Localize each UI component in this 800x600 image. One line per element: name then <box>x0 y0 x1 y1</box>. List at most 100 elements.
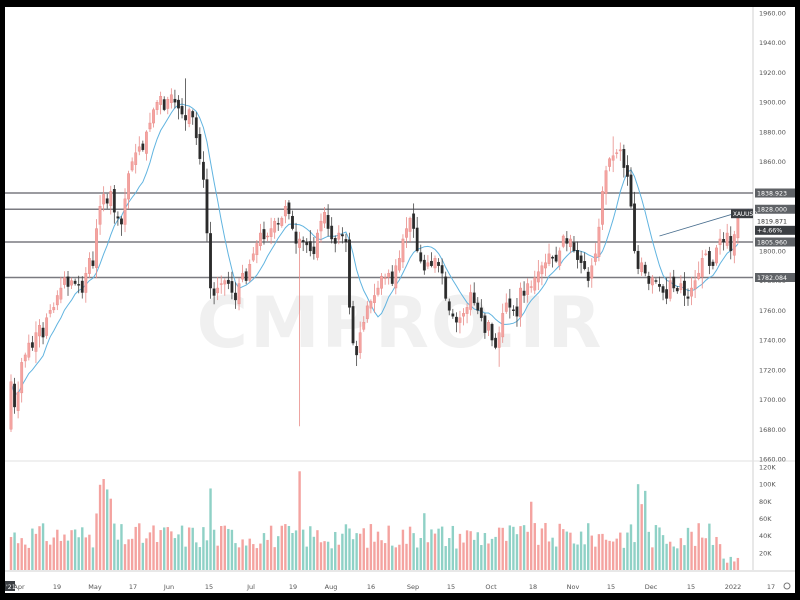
volume-bar <box>405 543 408 570</box>
candle <box>269 228 273 237</box>
volume-bar <box>134 526 137 570</box>
candle <box>451 313 455 317</box>
candle <box>469 292 473 310</box>
volume-tick-label: 60K <box>759 515 772 523</box>
volume-bar <box>116 539 120 570</box>
candle <box>569 238 572 248</box>
volume-bar <box>473 539 476 570</box>
volume-bar <box>533 523 536 570</box>
level-label-box <box>755 204 795 214</box>
volume-bar <box>708 523 711 570</box>
price-tick-label: 1680.00 <box>759 426 786 434</box>
volume-bar <box>237 547 241 570</box>
candle <box>601 191 604 225</box>
candle <box>177 99 180 109</box>
volume-tick-label: 40K <box>759 532 772 540</box>
candle <box>159 96 163 105</box>
candle <box>130 161 134 171</box>
volume-tick-label: 80K <box>759 498 772 506</box>
candle <box>551 256 554 259</box>
settings-icon[interactable] <box>783 582 791 590</box>
volume-bar <box>419 538 422 570</box>
candle <box>390 271 394 284</box>
symbol-label: XAUUSD <box>733 212 758 218</box>
volume-bar <box>348 528 351 570</box>
volume-tick-label: 20K <box>759 549 772 557</box>
volume-bar <box>13 532 16 570</box>
volume-bar <box>398 544 401 570</box>
level-label-box <box>755 273 795 283</box>
volume-bar <box>141 542 145 570</box>
candle <box>77 284 81 286</box>
volume-bar <box>326 541 330 570</box>
candle <box>650 277 654 286</box>
candle <box>80 280 84 293</box>
volume-bar <box>205 540 209 570</box>
candle <box>169 94 173 103</box>
volume-bar <box>366 547 369 570</box>
candle <box>376 287 380 295</box>
candle <box>134 152 138 165</box>
volume-bar <box>191 527 194 570</box>
volume-bar <box>155 541 159 570</box>
time-tick-label: Aug <box>325 583 338 591</box>
candle <box>633 203 636 252</box>
volume-bar <box>41 523 45 570</box>
candle <box>732 234 736 256</box>
time-tick-label: 15 <box>687 583 695 591</box>
candle <box>16 391 20 411</box>
volume-bar <box>177 534 180 570</box>
candle <box>690 287 693 297</box>
volume-bar <box>611 541 615 570</box>
candle <box>205 179 209 234</box>
candle <box>415 227 419 252</box>
volume-bar <box>77 537 80 570</box>
candle <box>454 316 458 323</box>
volume-bar <box>301 529 305 570</box>
volume-bar <box>48 544 52 570</box>
candle <box>98 206 102 225</box>
candle <box>683 280 686 296</box>
volume-bar <box>451 525 455 570</box>
volume-bar <box>38 526 41 570</box>
volume-bar <box>494 536 497 570</box>
volume-bar <box>88 534 91 570</box>
volume-bar <box>109 498 112 570</box>
volume-bar <box>476 532 479 570</box>
volume-bar <box>522 525 526 570</box>
candle <box>611 155 615 161</box>
volume-bar <box>230 529 234 570</box>
candle <box>109 191 113 207</box>
candle <box>209 233 212 289</box>
candle <box>148 122 152 130</box>
candle <box>262 229 266 240</box>
chart-panel[interactable]: CMPRO.IR 1660.00 1680.00 1700.00 1720.00 174… <box>5 7 795 593</box>
volume-bar <box>430 529 433 570</box>
candle <box>234 292 237 301</box>
candle <box>622 149 626 168</box>
candle <box>604 170 608 194</box>
volume-bar <box>615 538 618 570</box>
candle <box>629 174 633 207</box>
volume-bar <box>358 533 362 570</box>
candle <box>173 98 177 103</box>
volume-bar <box>255 548 259 570</box>
volume-bar <box>654 525 658 570</box>
last-price-box <box>755 216 795 226</box>
candle <box>476 302 480 311</box>
candle <box>369 301 373 309</box>
candle <box>394 265 398 289</box>
time-tick-label: May <box>88 583 102 591</box>
candle <box>70 280 73 286</box>
candle <box>472 292 476 304</box>
candle <box>387 272 391 278</box>
candle <box>408 217 412 232</box>
volume-bar <box>668 541 672 570</box>
candle <box>323 212 326 224</box>
candle <box>308 241 312 252</box>
volume-bar <box>209 488 212 570</box>
candle <box>576 250 579 260</box>
candle <box>251 253 255 261</box>
candlestick-chart[interactable]: CMPRO.IR 1660.001680.001700.001720.00174… <box>5 7 795 593</box>
candle <box>294 231 298 244</box>
